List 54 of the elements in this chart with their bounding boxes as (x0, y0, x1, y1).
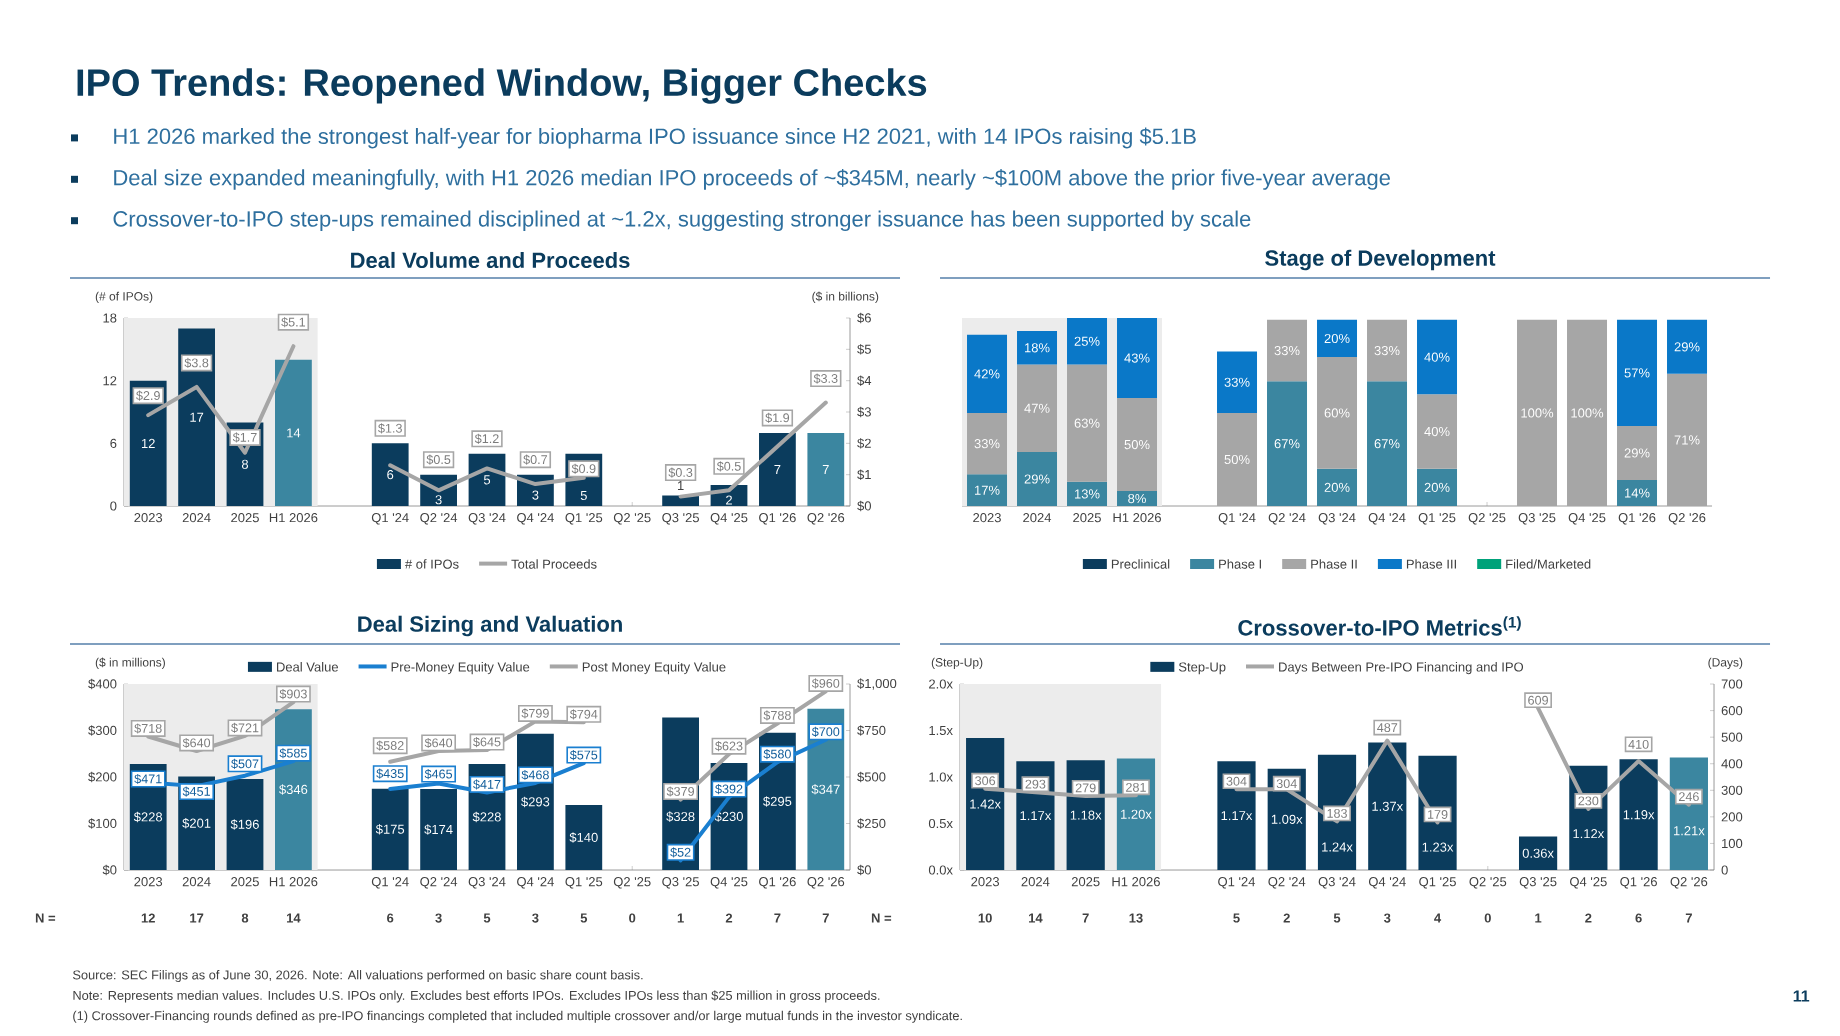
bar (1317, 357, 1358, 469)
bar (1367, 381, 1408, 507)
bar (1217, 412, 1258, 507)
bar (1417, 394, 1458, 469)
bar (1267, 319, 1308, 382)
bar (1017, 331, 1058, 365)
bar (1617, 479, 1658, 507)
bar (226, 778, 264, 871)
bar (1368, 742, 1407, 871)
bar (807, 432, 845, 507)
bar (565, 804, 603, 871)
bar (1017, 364, 1058, 453)
chart-title: Deal Volume and Proceeds (351, 251, 630, 269)
bar (966, 737, 1005, 871)
chart-title: Crossover-to-IPO Metrics$^{(1)}$ (1238, 616, 1521, 636)
bar (967, 412, 1008, 475)
bar (1619, 759, 1658, 871)
bar (967, 334, 1008, 413)
bar (420, 789, 457, 871)
chart-title: Stage of Development (1265, 249, 1496, 271)
bar (1667, 373, 1708, 507)
bar (1518, 836, 1558, 871)
bar (1067, 481, 1108, 507)
bar (1267, 381, 1308, 507)
text: IPO Trends: Reopened Window, Bigger Checks (77, 68, 927, 104)
bar (1217, 351, 1258, 413)
chart-title: Deal Sizing and Valuation (358, 615, 622, 637)
text: Crossover-to-IPO step-ups remained disciplined at ~1.2x, suggesting stronger issuance has been supported by scale (113, 210, 1251, 232)
bar (1418, 755, 1457, 871)
bar (967, 474, 1008, 507)
bar (1617, 319, 1658, 426)
bar (807, 708, 845, 871)
bar (1317, 468, 1358, 507)
text: 11 (1793, 990, 1810, 1002)
bar (1417, 319, 1458, 395)
bar (371, 443, 409, 507)
bar (1017, 452, 1058, 507)
bar (1117, 491, 1158, 507)
bar (1317, 319, 1358, 358)
bar (759, 432, 796, 507)
bar (1617, 425, 1658, 480)
bar (1667, 319, 1708, 374)
bar (1367, 319, 1408, 382)
bar (1117, 318, 1158, 399)
bar (1067, 318, 1108, 365)
bar (1067, 364, 1108, 482)
text: H1 2026 marked the strongest half-year for biopharma IPO issuance since H2 2021, with 14 IPOs raising $5.1B (114, 127, 1196, 149)
bar (1417, 468, 1458, 507)
bar (371, 788, 409, 871)
bar (1117, 398, 1158, 492)
bar (275, 359, 312, 507)
text: Deal size expanded meaningfully, with H1 2026 median IPO proceeds of ~$345M, nearly ~$100M above the prior five-year average (114, 168, 1390, 190)
bar (1567, 319, 1608, 507)
bar (1517, 319, 1558, 507)
